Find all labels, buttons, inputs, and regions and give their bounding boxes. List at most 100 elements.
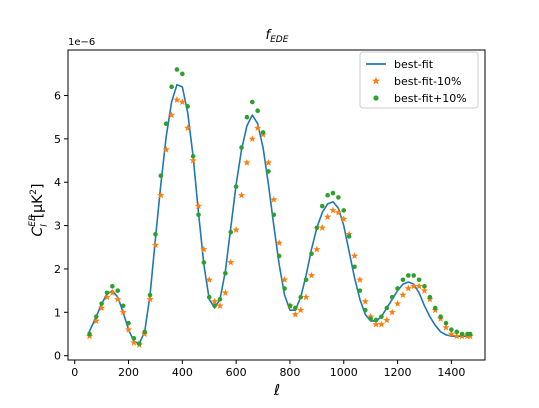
- series-best-fit-minus10-point: [243, 158, 251, 166]
- y-axis-label-close: ]: [30, 184, 46, 189]
- series-best-fit-minus10-point: [173, 96, 181, 103]
- series-best-fit-plus10-point: [384, 305, 390, 311]
- series-best-fit-minus10-point: [254, 124, 262, 132]
- series-best-fit-minus10-point: [404, 284, 412, 292]
- series-best-fit-plus10-point: [459, 331, 465, 337]
- series-best-fit-plus10-point: [196, 212, 201, 218]
- x-tick-label: 800: [279, 366, 300, 379]
- series-best-fit-plus10-point: [298, 294, 304, 300]
- x-axis-label: ℓ: [273, 381, 280, 399]
- series-best-fit-plus10-point: [406, 273, 411, 278]
- legend-box: [359, 51, 479, 109]
- chart-title-main: f: [266, 28, 273, 43]
- series-best-fit-plus10-point: [303, 277, 309, 283]
- series-best-fit-minus10-point: [270, 195, 278, 203]
- series-best-fit-plus10-point: [174, 67, 180, 72]
- series-best-fit-minus10-point: [361, 297, 369, 305]
- series-best-fit-plus10-point: [449, 327, 454, 332]
- series-best-fit-minus10-point: [98, 304, 106, 312]
- series-best-fit-plus10-point: [309, 251, 314, 257]
- series-best-fit-minus10-point: [248, 135, 256, 142]
- legend-label-best-fit: best-fit: [394, 58, 434, 71]
- series-best-fit-minus10-point: [237, 191, 246, 199]
- series-best-fit-plus10-point: [432, 305, 438, 311]
- series-best-fit-plus10-point: [438, 314, 443, 319]
- series-best-fit-plus10-point: [255, 108, 260, 113]
- series-best-fit-minus10-point: [157, 191, 165, 199]
- series-best-fit-plus10-point: [427, 294, 433, 300]
- series-best-fit-minus10-point: [184, 124, 192, 132]
- series-best-fit-minus10-point: [410, 282, 418, 290]
- series-best-fit-minus10-point: [124, 325, 133, 333]
- series-best-fit-minus10-point: [194, 202, 203, 210]
- legend-label-plus10: best-fit+10%: [394, 92, 467, 105]
- x-tick-label: 600: [226, 366, 247, 379]
- series-best-fit-minus10-point: [108, 289, 116, 296]
- series-best-fit-minus10-point: [162, 145, 170, 153]
- series-best-fit-minus10-point: [211, 297, 219, 305]
- series-best-fit-minus10-point: [114, 295, 122, 303]
- series-best-fit-minus10-point: [119, 308, 127, 316]
- legend: best-fit best-fit-10% best-fit+10%: [359, 51, 479, 109]
- legend-dot-swatch: [373, 95, 379, 101]
- series-best-fit-minus10-point: [189, 156, 197, 164]
- x-tick-label: 1200: [384, 366, 412, 379]
- series-best-fit-plus10-point: [395, 286, 400, 291]
- series-best-fit-minus10-point: [383, 316, 391, 324]
- series-best-fit-plus10-point: [443, 320, 449, 326]
- series-best-fit-minus10-point: [313, 245, 321, 253]
- series-best-fit-plus10-point: [357, 288, 363, 293]
- series-best-fit-minus10-point: [453, 332, 461, 340]
- series-best-fit-minus10-point: [103, 293, 111, 301]
- series-best-fit-plus10-point: [422, 283, 427, 289]
- series-best-fit-minus10-point: [221, 289, 229, 296]
- series-best-fit-minus10-point: [415, 282, 423, 290]
- y-tick-label: 4: [54, 176, 61, 189]
- series-best-fit-plus10-point: [260, 130, 266, 135]
- series-best-fit-plus10-point: [319, 203, 325, 209]
- series-best-fit-minus10-point: [442, 323, 450, 331]
- series-best-fit-plus10-point: [330, 190, 336, 196]
- legend-star-swatch: [372, 76, 380, 85]
- y-tick-label: 6: [54, 90, 61, 103]
- series-best-fit-minus10-point: [280, 275, 289, 283]
- y-tick-label: 5: [54, 133, 61, 146]
- series-best-fit-minus10-point: [393, 299, 402, 307]
- series-best-fit-plus10-point: [416, 277, 422, 283]
- y-axis-label-sup: EB: [28, 215, 38, 227]
- series-best-fit-plus10-point: [352, 264, 357, 270]
- series-best-fit-plus10-point: [206, 294, 212, 300]
- y-axis-label-sub: l: [40, 224, 50, 227]
- series-best-fit-minus10-point: [345, 230, 353, 238]
- series-best-fit-plus10-point: [346, 234, 352, 239]
- series-layer: [85, 67, 474, 348]
- series-best-fit-plus10-point: [287, 303, 293, 309]
- series-best-fit-plus10-point: [201, 260, 207, 265]
- series-best-fit-minus10-point: [146, 295, 154, 303]
- series-best-fit-minus10-point: [291, 310, 299, 318]
- series-best-fit-minus10-point: [307, 271, 316, 279]
- series-best-fit-minus10-point: [264, 158, 273, 166]
- series-best-fit-plus10-point: [400, 277, 406, 283]
- series-best-fit-plus10-point: [314, 225, 320, 231]
- series-best-fit-plus10-point: [454, 329, 460, 335]
- series-best-fit-plus10-point: [411, 273, 417, 278]
- series-best-fit-minus10-point: [232, 226, 240, 233]
- chart-title-sub: EDE: [270, 35, 289, 45]
- series-best-fit-plus10-point: [93, 314, 99, 319]
- series-best-fit-plus10-point: [293, 305, 298, 311]
- series-best-fit-plus10-point: [362, 307, 368, 313]
- y-axis-label: CEB l [μK2]: [28, 184, 50, 237]
- series-best-fit-plus10-point: [244, 114, 250, 120]
- chart-title: fEDE: [266, 28, 289, 45]
- series-best-fit-plus10-point: [239, 145, 244, 150]
- series-best-fit-plus10-point: [169, 84, 174, 90]
- ticks-layer: 0 200 400 600 800 1000 1200 1400 0 1 2 3 4 5 6: [54, 90, 465, 379]
- y-tick-label: 0: [54, 350, 61, 363]
- series-best-fit-plus10-point: [142, 329, 147, 335]
- series-best-fit-plus10-point: [228, 229, 234, 235]
- series-best-fit-plus10-point: [180, 71, 185, 77]
- plot-frame: [67, 49, 486, 361]
- y-tick-label: 2: [54, 263, 61, 276]
